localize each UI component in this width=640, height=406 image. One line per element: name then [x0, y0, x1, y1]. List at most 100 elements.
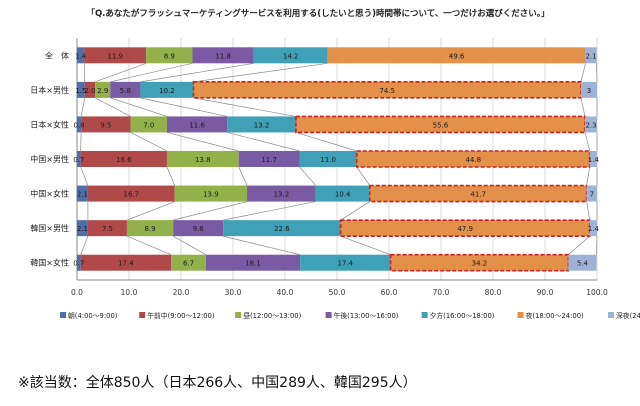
connector-line — [580, 97, 586, 117]
bar-segment — [389, 253, 570, 272]
data-label: 11.8 — [215, 52, 231, 60]
bar-segment — [173, 220, 224, 237]
data-label: 1.5 — [75, 87, 86, 95]
bar-segment — [80, 254, 172, 271]
bar-segment — [585, 116, 597, 133]
bar-segment — [568, 254, 597, 271]
connector-line — [340, 201, 370, 221]
connector-line — [356, 166, 371, 186]
data-label: 2.1 — [585, 52, 596, 60]
connector-line — [80, 132, 82, 152]
bars — [77, 47, 597, 272]
legend-label: 夜(18:00～24:00) — [526, 311, 584, 320]
bar-segment — [192, 81, 582, 99]
connector-line — [568, 235, 590, 255]
data-label: 3 — [587, 87, 591, 95]
bar-segment — [171, 254, 206, 271]
connector-line — [586, 201, 591, 221]
x-tick-label: 40.0 — [277, 288, 294, 297]
data-label: 11.7 — [261, 156, 277, 164]
data-label: 1.4 — [588, 225, 600, 233]
connector-line — [80, 166, 89, 186]
connector-line — [110, 62, 193, 83]
category-label: 全 体 — [45, 50, 69, 60]
x-tick-label: 90.0 — [537, 288, 554, 297]
legend-label: 午前中(9:00～12:00) — [147, 311, 215, 320]
data-label: 1.4 — [588, 156, 600, 164]
data-label: 55.6 — [433, 121, 449, 129]
data-label: 16.7 — [124, 191, 140, 199]
bar-segment — [77, 116, 82, 133]
data-label: 2.1 — [77, 225, 88, 233]
data-label: 5.4 — [577, 260, 589, 268]
category-label: 日本×男性 — [30, 85, 69, 95]
connector-line — [238, 166, 248, 186]
bar-segment — [585, 47, 597, 64]
category-label: 中国×男性 — [30, 154, 69, 164]
legend-swatch — [325, 312, 332, 318]
connector-line — [340, 235, 391, 256]
category-label: 日本×女性 — [30, 119, 69, 129]
data-label: 8.9 — [144, 225, 155, 233]
data-label: 49.6 — [449, 52, 465, 60]
bar-segment — [84, 47, 147, 64]
connector-line — [95, 97, 131, 117]
legend-label: 深夜(24:00以降) — [616, 311, 640, 320]
bar-segment — [166, 116, 228, 133]
connector-line — [299, 166, 316, 186]
legend-swatch — [608, 312, 614, 318]
connector-line — [173, 235, 207, 256]
data-label: 44.8 — [465, 156, 481, 164]
connector-line — [140, 62, 254, 83]
data-label: 11.6 — [189, 121, 205, 129]
x-tick-label: 30.0 — [225, 288, 242, 297]
bar-segment — [77, 81, 85, 98]
data-labels: 1.4 11.9 8.9 11.8 14.2 49.6 2.1 1.52.0 2.9 5.8 10.… — [73, 52, 599, 267]
data-label: 1.4 — [75, 52, 87, 60]
data-label: 2.1 — [77, 191, 88, 199]
data-label: 7.0 — [143, 121, 154, 129]
data-label: 34.2 — [472, 260, 488, 268]
data-label: 2.0 — [84, 87, 95, 95]
bar-segment — [327, 47, 586, 64]
connector-line — [83, 63, 86, 82]
data-label: 10.2 — [159, 87, 175, 95]
category-label: 中国×女性 — [30, 189, 69, 199]
bar-segment — [110, 81, 141, 98]
x-tick-label: 50.0 — [329, 288, 346, 297]
legend-label: 午後(13:00～16:00) — [334, 311, 399, 320]
data-label: 16.6 — [116, 156, 132, 164]
bar-segment — [205, 254, 301, 271]
connector-line — [223, 201, 316, 221]
connector-line — [193, 97, 296, 117]
legend-swatch — [517, 312, 524, 318]
bar-segment — [77, 47, 85, 64]
connector-line — [166, 132, 239, 152]
legend: 朝(4:00～9:00) 午前中(9:00～12:00) 昼(12:00～13:00… — [60, 311, 640, 320]
data-label: 7 — [590, 191, 594, 199]
value-axis-ticks: 0.0 10.0 20.0 30.0 40.0 50.0 60.0 70.0 80.0 90.0 1… — [71, 288, 608, 297]
data-label: 8.9 — [164, 52, 175, 60]
data-label: 13.2 — [274, 191, 290, 199]
bar-segment — [192, 47, 254, 64]
data-label: 0.7 — [73, 260, 84, 268]
bar-segment — [87, 220, 127, 237]
connector-line — [584, 132, 591, 152]
data-label: 2.3 — [585, 121, 596, 129]
connector-line — [80, 236, 89, 255]
legend-swatch — [421, 312, 428, 318]
x-tick-label: 70.0 — [433, 288, 450, 297]
bar-segment — [586, 185, 597, 202]
bar-segment — [77, 151, 81, 167]
connector-line — [295, 132, 357, 152]
bar-segment — [589, 151, 597, 167]
bar-segment — [223, 220, 341, 237]
legend-swatch — [60, 312, 66, 318]
bar-segment — [166, 151, 239, 167]
bar-segment — [84, 81, 96, 98]
bar-segment — [238, 151, 300, 167]
connector-line — [126, 235, 172, 256]
x-tick-label: 80.0 — [485, 288, 502, 297]
x-tick-label: 10.0 — [121, 288, 138, 297]
